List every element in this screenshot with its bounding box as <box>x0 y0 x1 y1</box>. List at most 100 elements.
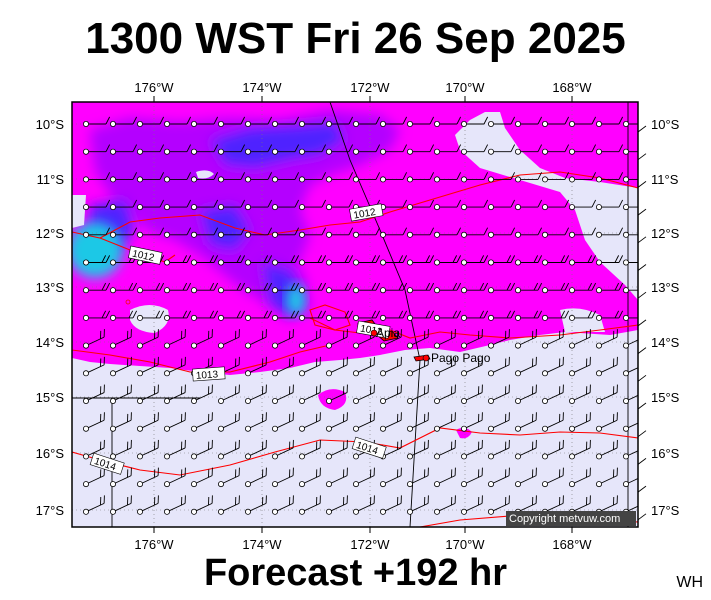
wind-barb <box>217 310 246 321</box>
wind-barb <box>244 439 267 460</box>
region-code: WH <box>676 574 703 591</box>
rain-area-heavy <box>210 122 345 168</box>
wind-barb <box>271 356 294 377</box>
wind-barb <box>406 467 429 488</box>
page-title: 1300 WST Fri 26 Sep 2025 <box>85 14 626 63</box>
wind-barb <box>515 172 543 183</box>
wind-barb <box>637 430 647 438</box>
wind-barb <box>433 282 462 294</box>
wind-barb <box>352 495 375 515</box>
wind-barb <box>190 144 219 155</box>
map-frame <box>71 101 639 528</box>
lat-label: 13°S <box>651 280 680 295</box>
wind-barb <box>379 384 402 404</box>
lat-label: 14°S <box>36 335 65 350</box>
wind-barb <box>271 439 294 460</box>
wind-barb <box>460 495 483 515</box>
lat-label: 16°S <box>651 446 680 461</box>
wind-barb <box>637 374 647 382</box>
wind-barb <box>542 310 570 321</box>
wind-barb <box>163 412 186 432</box>
wind-barb <box>163 356 186 377</box>
wind-barb <box>325 329 348 349</box>
wind-barb <box>406 282 435 294</box>
wind-barb <box>433 384 456 404</box>
wind-barb <box>298 439 321 460</box>
wind-barb <box>542 384 564 404</box>
isobar-label: 1012 <box>349 203 384 222</box>
wind-barb <box>460 439 483 460</box>
wind-barb <box>244 144 273 155</box>
wind-barb <box>244 356 267 377</box>
wind-barb <box>190 329 213 349</box>
wind-barb <box>487 439 510 460</box>
dry-patch-3 <box>72 195 86 228</box>
wind-barb <box>217 495 240 515</box>
wind-barb <box>433 412 456 432</box>
wind-barb <box>515 439 537 460</box>
wind-barb <box>83 356 105 377</box>
wind-barb <box>110 467 132 488</box>
wind-barb <box>136 384 159 404</box>
wind-barb <box>136 467 159 488</box>
wind-barb <box>515 412 537 432</box>
wind-barb <box>325 467 348 488</box>
wind-barb <box>136 495 159 515</box>
wind-barb <box>569 356 591 377</box>
wind-barb <box>83 310 111 321</box>
wind-barb <box>596 329 618 349</box>
wind-barb <box>271 172 300 183</box>
wind-barb <box>190 116 219 128</box>
wind-barb <box>217 467 240 488</box>
wind-barb <box>596 144 624 155</box>
wind-barb <box>569 144 597 155</box>
wind-barb <box>136 329 159 349</box>
wind-barb <box>271 255 300 266</box>
wind-barb <box>542 282 570 294</box>
wind-barb <box>487 467 510 488</box>
wind-barb <box>433 439 456 460</box>
wind-barb <box>325 412 348 432</box>
lat-label: 12°S <box>651 226 680 241</box>
wind-barb <box>163 199 192 211</box>
wind-barb <box>379 495 402 515</box>
wind-barb <box>569 384 591 404</box>
wind-barb <box>352 412 375 432</box>
wind-barb <box>515 467 537 488</box>
wind-barb <box>406 439 429 460</box>
wind-barb <box>298 329 321 349</box>
wind-barb <box>217 116 246 128</box>
wind-barb <box>271 282 300 294</box>
wind-barb <box>433 356 456 377</box>
wind-barb <box>637 402 647 410</box>
wind-barb <box>244 467 267 488</box>
wind-barb <box>637 208 647 216</box>
wind-barb <box>596 227 624 238</box>
wind-barb <box>596 384 618 404</box>
lat-label: 11°S <box>651 172 679 187</box>
wind-barb <box>460 467 483 488</box>
wind-barb <box>487 282 516 294</box>
lon-label: 172°W <box>350 537 390 552</box>
wind-barb <box>637 153 647 161</box>
wind-barb <box>190 384 213 404</box>
wind-barb <box>515 144 543 155</box>
wind-barb <box>163 310 192 321</box>
wind-barb <box>217 412 240 432</box>
wind-barb <box>83 255 111 266</box>
wind-barb <box>542 255 570 266</box>
wind-barb <box>637 125 647 133</box>
wind-barb <box>460 412 483 432</box>
wind-barb <box>83 282 111 294</box>
wind-barb <box>217 199 246 211</box>
wind-barb <box>433 255 462 266</box>
wind-barb <box>460 172 489 183</box>
wind-barb <box>190 282 219 294</box>
wind-barb <box>569 439 591 460</box>
wind-barb <box>352 384 375 404</box>
wind-barb <box>623 204 638 211</box>
wind-barb <box>460 329 483 349</box>
wind-barb <box>515 310 543 321</box>
wind-barb <box>244 227 273 238</box>
svg-text:1012: 1012 <box>131 249 155 264</box>
